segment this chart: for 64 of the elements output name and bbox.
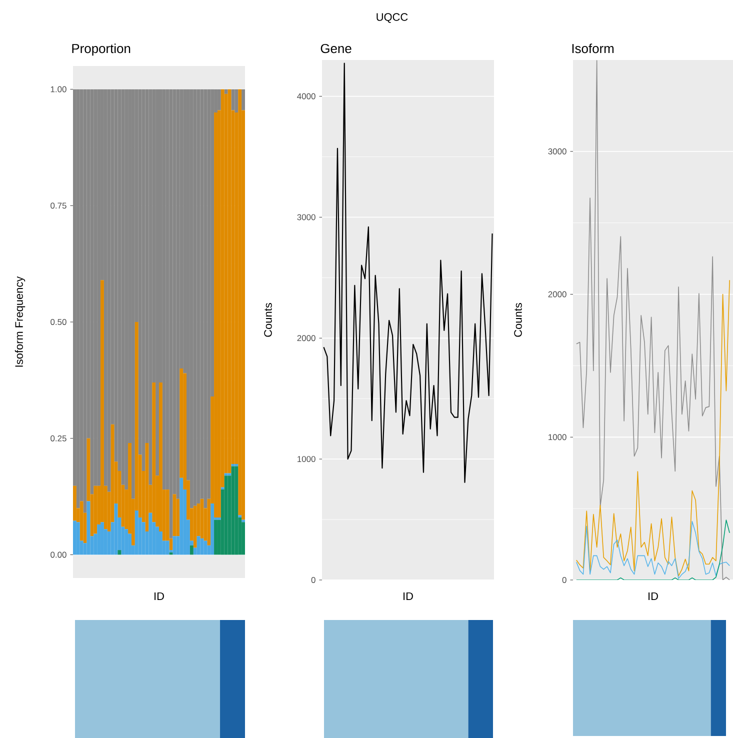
bar — [73, 520, 76, 555]
bar — [134, 510, 138, 555]
line-series — [576, 60, 730, 580]
bar — [196, 536, 200, 555]
chart-title: Proportion — [72, 44, 130, 56]
y-tick-label: 3000 — [297, 214, 316, 220]
y-tick-label: 0.25 — [50, 435, 66, 442]
bar — [162, 89, 166, 490]
y-tick-label: 4000 — [297, 93, 316, 100]
y-tick-label: 3000 — [548, 148, 566, 154]
bar — [94, 486, 98, 534]
bar — [158, 531, 162, 555]
chart-title: Isoform — [572, 44, 614, 54]
chart-title: Gene — [320, 44, 352, 54]
y-tick-label: 0.75 — [50, 202, 66, 209]
line-series — [323, 62, 493, 483]
y-axis-title: Counts — [514, 303, 522, 337]
bar — [242, 89, 245, 110]
bar — [131, 89, 135, 499]
bar — [97, 524, 101, 555]
text: UQCC — [376, 13, 408, 23]
bar — [76, 522, 80, 555]
bar — [118, 550, 122, 555]
bar — [234, 89, 238, 113]
bar — [180, 478, 184, 555]
y-tick-label: 0 — [562, 577, 566, 583]
bar — [80, 501, 84, 541]
bar — [231, 89, 235, 110]
line-series — [576, 280, 730, 576]
x-axis-title: ID — [648, 592, 658, 600]
bar — [224, 476, 228, 555]
bar — [234, 464, 238, 466]
bar — [190, 545, 194, 555]
bar — [231, 466, 235, 555]
y-tick-label: 0 — [311, 577, 316, 583]
bar — [166, 540, 170, 555]
y-tick-label: 2000 — [297, 335, 316, 342]
bar — [214, 112, 218, 518]
y-axis-title: Isoform Frequency — [14, 276, 26, 367]
y-tick-label: 1000 — [298, 456, 316, 462]
bar — [217, 89, 221, 110]
bar — [234, 466, 238, 555]
bar — [224, 89, 228, 94]
bar — [97, 89, 101, 486]
bar — [193, 506, 197, 548]
bar — [204, 540, 208, 555]
bar — [214, 520, 218, 555]
x-axis-title: ID — [154, 592, 164, 600]
bar — [220, 487, 224, 490]
bar — [145, 443, 149, 532]
x-axis-title: ID — [404, 592, 413, 600]
y-tick-label: 0.50 — [50, 319, 66, 325]
bar — [217, 517, 221, 520]
bar — [148, 89, 152, 485]
y-tick-label: 1000 — [548, 434, 566, 440]
bar — [73, 486, 76, 521]
bar — [148, 512, 152, 555]
y-tick-label: 0.00 — [50, 552, 66, 558]
y-axis-title: Counts — [264, 303, 272, 337]
y-tick-label: 1.00 — [50, 86, 66, 92]
bar — [210, 504, 214, 555]
bar — [231, 464, 235, 466]
bar — [176, 89, 180, 499]
y-tick-label: 2000 — [548, 291, 566, 298]
